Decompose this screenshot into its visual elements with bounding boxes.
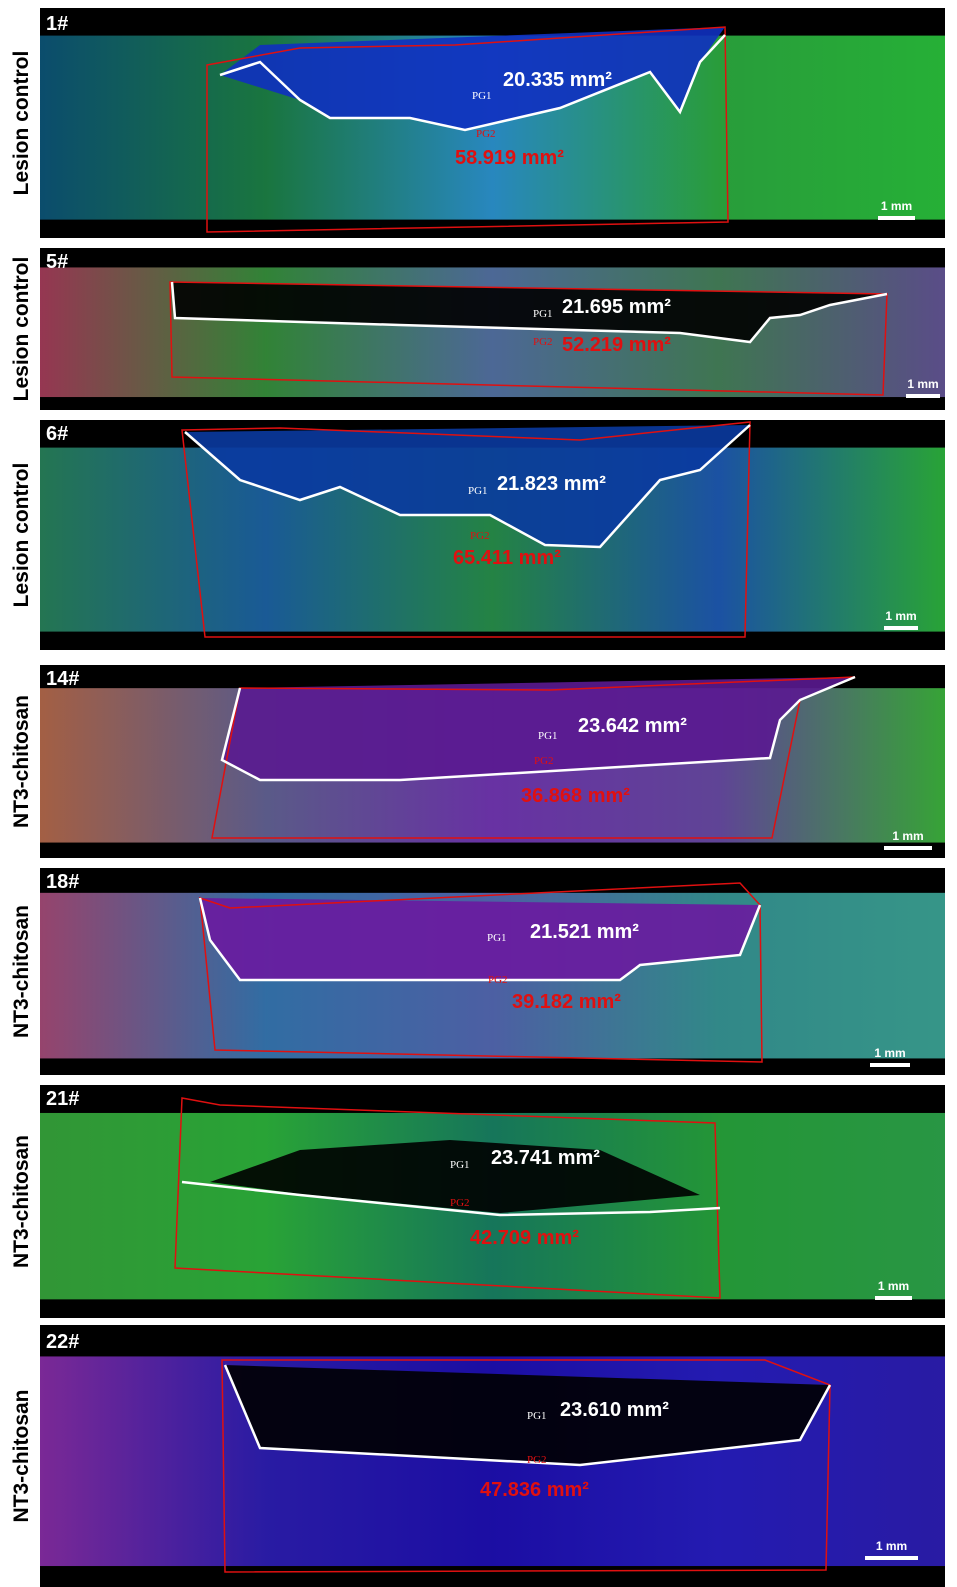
panel-id: 5#	[46, 251, 68, 273]
scale-bar	[884, 846, 932, 850]
side-label: Lesion control	[10, 463, 33, 608]
pg1-area: 21.521 mm²	[530, 921, 639, 943]
scale-bar	[878, 216, 915, 220]
pg1-label: PG1	[538, 730, 558, 742]
panel: NT3-chitosan 18# PG1 21.521 mm² PG2 39.182 mm…	[10, 868, 945, 1075]
scale-label: 1 mm	[874, 1046, 905, 1060]
figure: Lesion control 1# PG1 20.335 mm² PG2 58.919 m…	[0, 0, 957, 1587]
side-label: NT3-chitosan	[10, 905, 33, 1038]
pg2-area: 52.219 mm²	[562, 334, 671, 356]
pg1-label: PG1	[487, 932, 507, 944]
scale-bar	[884, 626, 918, 630]
pg1-area: 23.642 mm²	[578, 715, 687, 737]
scale-label: 1 mm	[892, 829, 923, 843]
panel-id: 14#	[46, 668, 79, 690]
pg1-area: 23.741 mm²	[491, 1147, 600, 1169]
pg1-label: PG1	[527, 1410, 547, 1422]
pg1-area: 21.695 mm²	[562, 296, 671, 318]
scale-bar	[870, 1063, 910, 1067]
pg2-area: 47.836 mm²	[480, 1479, 589, 1501]
pg1-label: PG1	[468, 485, 488, 497]
pg2-label: PG2	[533, 336, 553, 348]
pg1-area: 20.335 mm²	[503, 69, 612, 91]
side-label: NT3-chitosan	[10, 695, 33, 828]
scale-label: 1 mm	[878, 1279, 909, 1293]
panel: NT3-chitosan 21# PG1 23.741 mm² PG2 42.709 mm…	[10, 1085, 945, 1318]
side-label: Lesion control	[10, 257, 33, 402]
scale-bar	[865, 1556, 918, 1560]
pg2-label: PG2	[534, 755, 554, 767]
scale-label: 1 mm	[881, 199, 912, 213]
pg2-area: 36.868 mm²	[521, 785, 630, 807]
scale-bar	[906, 394, 940, 398]
pg2-label: PG2	[470, 530, 490, 542]
pg1-area: 23.610 mm²	[560, 1399, 669, 1421]
panel-id: 18#	[46, 871, 79, 893]
panel: NT3-chitosan 22# PG1 23.610 mm² PG2 47.836 mm…	[10, 1325, 945, 1587]
pg2-area: 58.919 mm²	[455, 147, 564, 169]
pg1-label: PG1	[450, 1159, 470, 1171]
panel-id: 6#	[46, 423, 68, 445]
panel-id: 1#	[46, 13, 68, 35]
pg2-label: PG2	[488, 974, 508, 986]
panel-id: 22#	[46, 1331, 79, 1353]
side-label: Lesion control	[10, 51, 33, 196]
scale-label: 1 mm	[885, 609, 916, 623]
pg2-label: PG2	[476, 128, 496, 140]
side-label: NT3-chitosan	[10, 1135, 33, 1268]
side-label: NT3-chitosan	[10, 1389, 33, 1522]
pg1-label: PG1	[472, 90, 492, 102]
panel: Lesion control 1# PG1 20.335 mm² PG2 58.919 m…	[10, 8, 945, 238]
pg2-area: 65.411 mm²	[453, 547, 561, 569]
pg2-area: 39.182 mm²	[512, 991, 621, 1013]
pg2-area: 42.709 mm²	[470, 1227, 579, 1249]
pg1-label: PG1	[533, 308, 553, 320]
pg2-label: PG2	[527, 1454, 547, 1466]
panel: Lesion control 5# PG1 21.695 mm² PG2 52.219 m…	[10, 248, 945, 410]
scale-bar	[875, 1296, 912, 1300]
panel: NT3-chitosan 14# PG1 23.642 mm² PG2 36.868 mm…	[10, 665, 945, 858]
panel-id: 21#	[46, 1088, 79, 1110]
pg1-area: 21.823 mm²	[497, 473, 606, 495]
panel: Lesion control 6# PG1 21.823 mm² PG2 65.411 m…	[10, 420, 945, 650]
scale-label: 1 mm	[876, 1539, 907, 1553]
scale-label: 1 mm	[907, 377, 938, 391]
pg2-label: PG2	[450, 1197, 470, 1209]
